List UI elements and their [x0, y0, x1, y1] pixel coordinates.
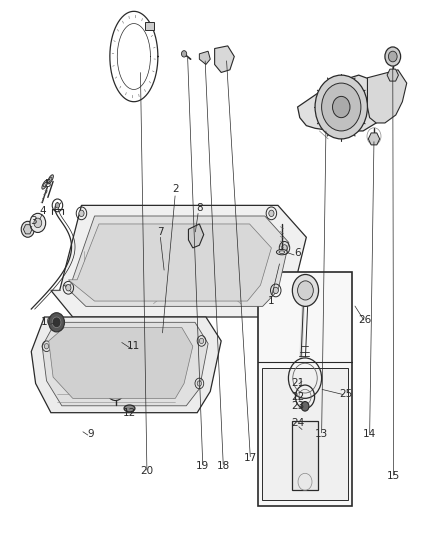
Circle shape	[332, 96, 350, 118]
Polygon shape	[199, 51, 210, 64]
Bar	[262, 368, 348, 500]
Text: 4: 4	[40, 206, 46, 216]
Circle shape	[52, 317, 61, 328]
Text: 20: 20	[141, 466, 154, 476]
Polygon shape	[31, 317, 221, 413]
Ellipse shape	[276, 249, 287, 255]
Text: 7: 7	[157, 227, 163, 237]
Text: 26: 26	[359, 314, 372, 325]
Ellipse shape	[161, 271, 172, 276]
Circle shape	[199, 338, 204, 344]
Circle shape	[269, 210, 274, 216]
Circle shape	[66, 285, 71, 291]
Text: 2: 2	[172, 184, 179, 195]
Text: 6: 6	[294, 248, 301, 258]
Text: 5: 5	[45, 179, 51, 189]
Text: 19: 19	[196, 461, 209, 471]
Text: 23: 23	[291, 401, 304, 411]
Text: 21: 21	[291, 378, 304, 389]
Text: 11: 11	[127, 341, 141, 351]
Polygon shape	[188, 224, 204, 248]
Text: 12: 12	[123, 408, 136, 418]
Circle shape	[55, 203, 60, 208]
Polygon shape	[51, 205, 306, 317]
Circle shape	[385, 47, 401, 66]
Polygon shape	[387, 69, 399, 81]
Text: 25: 25	[339, 389, 352, 399]
Polygon shape	[368, 133, 380, 145]
Text: 15: 15	[387, 472, 400, 481]
Bar	[292, 421, 318, 490]
Polygon shape	[68, 224, 272, 301]
Circle shape	[292, 274, 318, 306]
Circle shape	[49, 313, 64, 332]
Text: 17: 17	[244, 453, 257, 463]
Circle shape	[301, 401, 309, 411]
Circle shape	[30, 213, 46, 232]
Text: 9: 9	[87, 429, 93, 439]
Text: 14: 14	[363, 429, 376, 439]
Polygon shape	[367, 70, 407, 123]
Bar	[145, 22, 153, 30]
Polygon shape	[64, 216, 289, 306]
Polygon shape	[23, 225, 32, 234]
Text: 8: 8	[196, 203, 203, 213]
Ellipse shape	[48, 175, 53, 184]
Circle shape	[181, 51, 187, 57]
Circle shape	[44, 344, 49, 349]
Circle shape	[389, 51, 397, 62]
Circle shape	[297, 281, 313, 300]
Text: 22: 22	[291, 392, 304, 402]
Text: 1: 1	[268, 296, 275, 306]
Ellipse shape	[124, 405, 135, 412]
Circle shape	[21, 221, 34, 237]
Circle shape	[321, 83, 361, 131]
Text: 18: 18	[217, 461, 230, 471]
Circle shape	[273, 287, 279, 294]
Polygon shape	[297, 75, 389, 134]
Circle shape	[315, 75, 367, 139]
Text: 10: 10	[41, 317, 54, 327]
Bar	[258, 272, 352, 506]
Polygon shape	[42, 322, 208, 406]
Text: 3: 3	[30, 216, 37, 227]
Polygon shape	[49, 328, 193, 398]
Circle shape	[197, 381, 201, 386]
Circle shape	[106, 377, 125, 400]
Ellipse shape	[42, 180, 48, 189]
Polygon shape	[215, 46, 234, 72]
Text: 24: 24	[291, 418, 304, 429]
Circle shape	[79, 210, 84, 216]
Text: 13: 13	[315, 429, 328, 439]
Circle shape	[34, 218, 42, 228]
Circle shape	[282, 245, 287, 251]
